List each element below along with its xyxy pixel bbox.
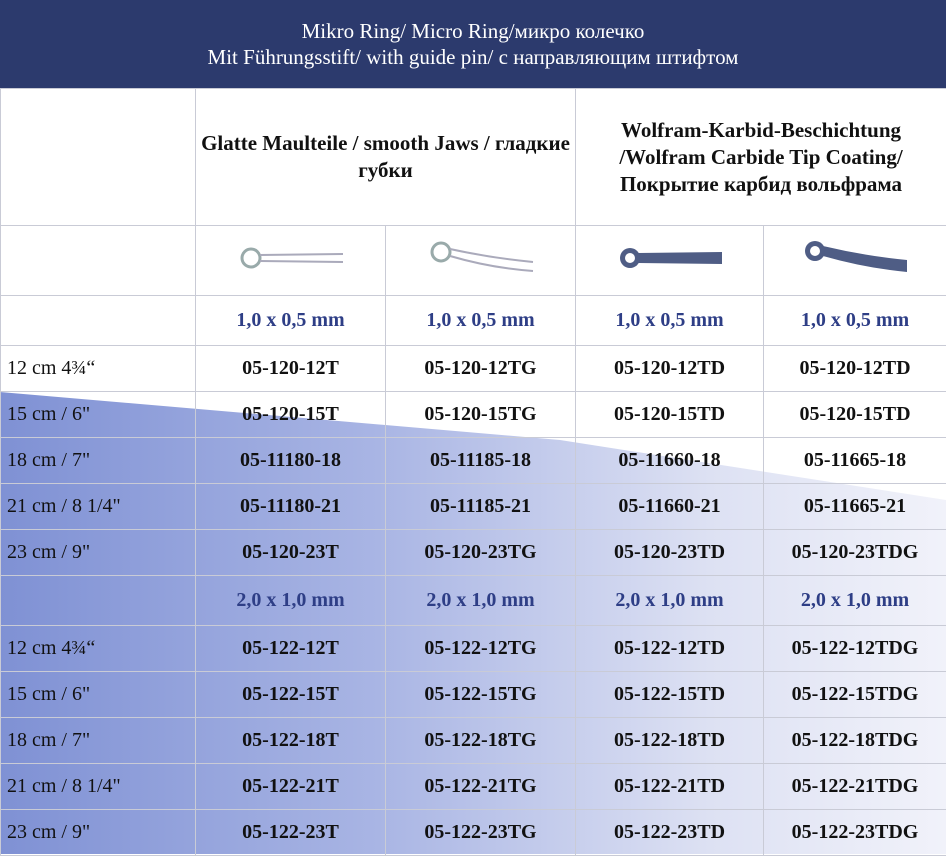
length-label: 21 cm / 8 1/4" [1,764,196,810]
size-label: 1,0 x 0,5 mm [576,296,764,346]
article-number: 05-120-12TG [386,346,576,392]
article-number: 05-122-21TD [576,764,764,810]
size-label: 1,0 x 0,5 mm [196,296,386,346]
article-number: 05-11180-18 [196,438,386,484]
length-label: 21 cm / 8 1/4" [1,484,196,530]
article-number: 05-120-23TD [576,530,764,576]
icon-cell [576,226,764,296]
header-line: Mit Führungsstift/ with guide pin/ с нап… [0,44,946,70]
article-number: 05-122-18TDG [764,718,946,764]
length-label: 23 cm / 9" [1,530,196,576]
article-number: 05-122-12T [196,626,386,672]
header: Mikro Ring/ Micro Ring/микро колечко Mit… [0,0,946,88]
icon-cell [386,226,576,296]
article-number: 05-122-21T [196,764,386,810]
article-number: 05-122-18TG [386,718,576,764]
product-table: Glatte Maulteile / smooth Jaws / гладкие… [0,88,946,856]
article-number: 05-120-15TD [764,392,946,438]
size-label: 1,0 x 0,5 mm [386,296,576,346]
article-number: 05-120-23TG [386,530,576,576]
length-label: 12 cm 4¾“ [1,626,196,672]
tip-icon [610,238,730,278]
article-number: 05-122-12TG [386,626,576,672]
article-number: 05-122-23TG [386,810,576,856]
article-number: 05-11660-18 [576,438,764,484]
article-number: 05-11660-21 [576,484,764,530]
length-label: 18 cm / 7" [1,718,196,764]
length-label: 15 cm / 6" [1,392,196,438]
article-number: 05-120-15T [196,392,386,438]
article-number: 05-122-15TG [386,672,576,718]
article-number: 05-11185-21 [386,484,576,530]
size-label: 2,0 x 1,0 mm [576,576,764,626]
group-header-row: Glatte Maulteile / smooth Jaws / гладкие… [1,89,946,226]
article-number: 05-122-21TG [386,764,576,810]
size-label: 2,0 x 1,0 mm [196,576,386,626]
article-number: 05-120-15TD [576,392,764,438]
size-label: 2,0 x 1,0 mm [386,576,576,626]
group-header: Wolfram-Karbid-Beschichtung /Wolfram Car… [576,89,946,226]
size-label: 1,0 x 0,5 mm [764,296,946,346]
article-number: 05-122-12TDG [764,626,946,672]
article-number: 05-122-15T [196,672,386,718]
length-label: 18 cm / 7" [1,438,196,484]
article-number: 05-120-23T [196,530,386,576]
article-number: 05-122-15TD [576,672,764,718]
length-label: 23 cm / 9" [1,810,196,856]
article-number: 05-122-12TD [576,626,764,672]
icon-cell [764,226,946,296]
tip-icon [231,238,351,278]
article-number: 05-122-18T [196,718,386,764]
length-label: 12 cm 4¾“ [1,346,196,392]
empty-cell [1,89,196,226]
length-label: 15 cm / 6" [1,672,196,718]
article-number: 05-11665-21 [764,484,946,530]
empty-cell [1,576,196,626]
article-number: 05-122-15TDG [764,672,946,718]
icon-row [1,226,946,296]
empty-cell [1,296,196,346]
tip-icon [795,236,915,280]
empty-cell [1,226,196,296]
article-number: 05-122-18TD [576,718,764,764]
article-number: 05-11185-18 [386,438,576,484]
article-number: 05-120-23TDG [764,530,946,576]
article-number: 05-120-15TG [386,392,576,438]
header-line: Mikro Ring/ Micro Ring/микро колечко [0,18,946,44]
article-number: 05-11665-18 [764,438,946,484]
icon-cell [196,226,386,296]
article-number: 05-122-23TDG [764,810,946,856]
article-number: 05-120-12TD [576,346,764,392]
size-label: 2,0 x 1,0 mm [764,576,946,626]
article-number: 05-122-21TDG [764,764,946,810]
article-number: 05-120-12TD [764,346,946,392]
article-number: 05-122-23T [196,810,386,856]
article-number: 05-120-12T [196,346,386,392]
group-header: Glatte Maulteile / smooth Jaws / гладкие… [196,89,576,226]
article-number: 05-11180-21 [196,484,386,530]
tip-icon [421,236,541,280]
article-number: 05-122-23TD [576,810,764,856]
